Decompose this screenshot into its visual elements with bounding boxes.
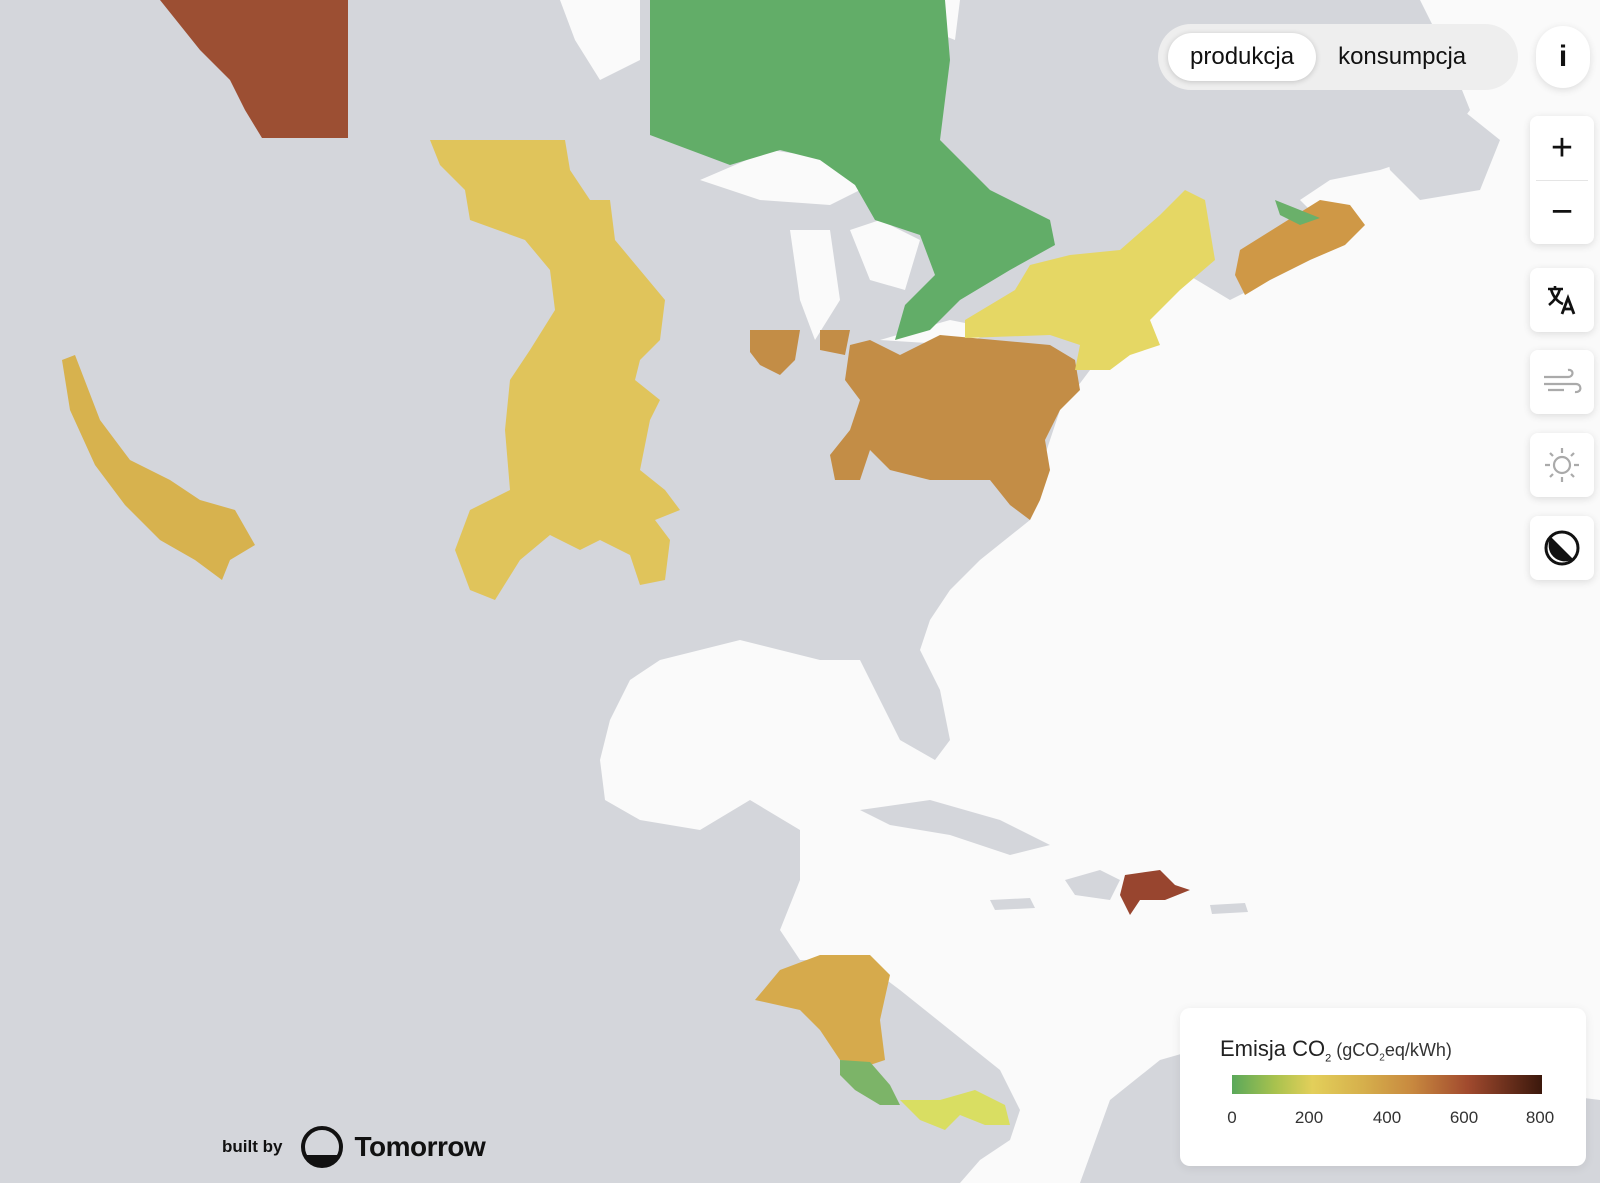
- dark-mode-icon: [1544, 530, 1580, 566]
- production-button[interactable]: produkcja: [1168, 33, 1317, 81]
- zone-bc-alberta[interactable]: [160, 0, 348, 138]
- lakes: [700, 150, 1000, 345]
- sun-icon: [1545, 448, 1579, 482]
- built-by-label: built by: [222, 1137, 283, 1156]
- legend-title: Emisja CO2 (gCO2eq/kWh): [1220, 1036, 1452, 1064]
- zone-costa-rica[interactable]: [840, 1060, 900, 1105]
- land-puerto-rico: [1210, 903, 1248, 914]
- zone-maritimes[interactable]: [1235, 200, 1365, 295]
- consumption-button[interactable]: konsumpcja: [1338, 43, 1467, 70]
- legend-tick: 800: [1525, 1108, 1555, 1127]
- hudson-bay: [560, 0, 960, 80]
- legend-unit-post: eq/kWh): [1384, 1040, 1452, 1060]
- legend-title-text: Emisja CO: [1220, 1036, 1326, 1061]
- wind-icon: [1544, 368, 1582, 394]
- wind-layer-button[interactable]: [1530, 350, 1594, 414]
- zone-california[interactable]: [62, 355, 255, 580]
- zone-honduras-nicaragua[interactable]: [755, 955, 890, 1065]
- legend-tick: 600: [1449, 1108, 1479, 1127]
- language-button[interactable]: [1530, 268, 1594, 332]
- legend-unit-pre: (gCO: [1331, 1040, 1380, 1060]
- land-newfoundland: [1380, 100, 1500, 200]
- mode-toggle-buttons: produkcja konsumpcja: [1162, 25, 1494, 89]
- dark-mode-button[interactable]: [1530, 516, 1594, 580]
- zoom-controls: + −: [1530, 116, 1594, 244]
- legend-color-scale: [1232, 1075, 1542, 1094]
- co2-legend: Emisja CO2 (gCO2eq/kWh) 0 200 400 600 80…: [1180, 1008, 1586, 1166]
- zone-midwest-pjm[interactable]: [750, 330, 1080, 520]
- zone-pei[interactable]: [1275, 200, 1320, 225]
- language-icon: [1548, 286, 1576, 315]
- legend-title-sub: 2: [1325, 1052, 1332, 1065]
- land-jamaica: [990, 898, 1035, 910]
- tomorrow-logo-icon: [301, 1126, 344, 1168]
- zone-ontario[interactable]: [650, 0, 1055, 340]
- info-button[interactable]: i: [1536, 26, 1590, 88]
- zone-panama[interactable]: [900, 1090, 1010, 1130]
- solar-layer-button[interactable]: [1530, 433, 1594, 497]
- zoom-out-button[interactable]: −: [1550, 190, 1574, 233]
- built-by-branding[interactable]: built by Tomorrow: [222, 1125, 486, 1169]
- zone-dominican[interactable]: [1120, 870, 1190, 915]
- zone-new-york-ne[interactable]: [965, 190, 1215, 370]
- legend-tick: 0: [1227, 1108, 1237, 1127]
- divider: [1536, 180, 1588, 181]
- legend-tick: 200: [1294, 1108, 1324, 1127]
- land-hispaniola-west: [1065, 870, 1120, 900]
- zone-central-us[interactable]: [430, 140, 680, 600]
- legend-unit-sub: 2: [1379, 1052, 1385, 1064]
- tomorrow-brand-name: Tomorrow: [354, 1131, 486, 1162]
- legend-tick: 400: [1372, 1108, 1402, 1127]
- zoom-in-button[interactable]: +: [1550, 126, 1574, 169]
- land-cuba: [860, 800, 1050, 855]
